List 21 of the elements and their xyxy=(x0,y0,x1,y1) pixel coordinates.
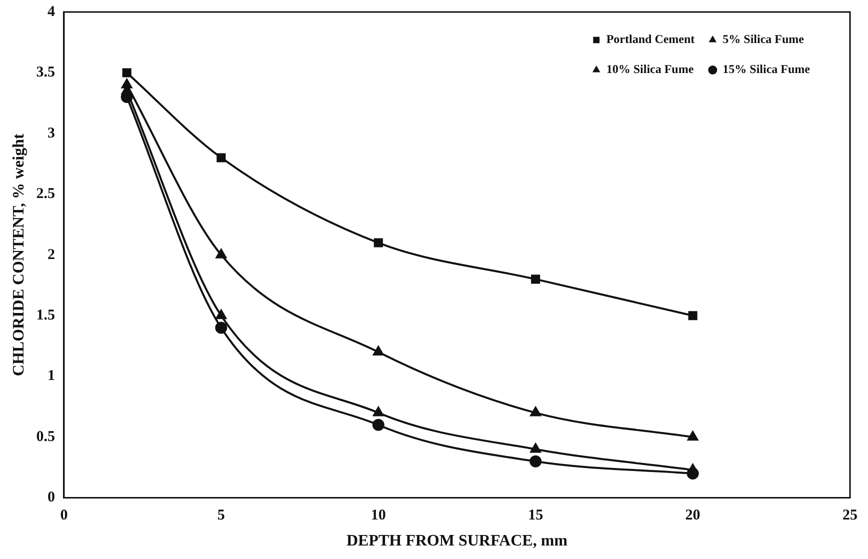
y-tick-label: 3.5 xyxy=(36,64,55,81)
x-tick-label: 15 xyxy=(528,508,544,524)
legend-label: 5% Silica Fume xyxy=(722,32,805,46)
x-tick-label: 20 xyxy=(685,508,700,524)
y-axis-title: CHLORIDE CONTENT, % weight xyxy=(10,133,28,376)
y-tick-label: 4 xyxy=(47,4,56,20)
y-tick-label: 0.5 xyxy=(36,428,55,445)
y-tick-label: 1.5 xyxy=(36,308,55,324)
y-tick-label: 0 xyxy=(47,490,55,506)
x-tick-label: 0 xyxy=(60,508,68,524)
x-axis-title: DEPTH FROM SURFACE, mm xyxy=(346,532,568,550)
x-tick-label: 10 xyxy=(370,508,386,524)
legend-label: Portland Cement xyxy=(606,32,695,46)
y-tick-label: 3 xyxy=(47,125,55,142)
x-tick-label: 5 xyxy=(217,508,225,524)
x-tick-label: 25 xyxy=(842,508,858,524)
y-tick-label: 1 xyxy=(47,368,55,384)
legend-label: 10% Silica Fume xyxy=(606,62,694,76)
y-tick-label: 2 xyxy=(47,246,55,263)
y-tick-label: 2.5 xyxy=(36,186,55,202)
legend-label: 15% Silica Fume xyxy=(722,62,811,76)
